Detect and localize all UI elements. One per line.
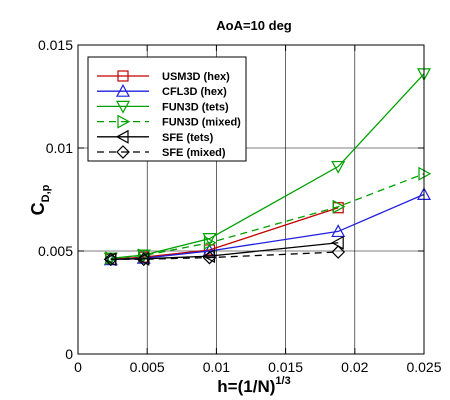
x-tick-label: 0.01	[203, 359, 230, 375]
legend-label: CFL3D (hex)	[162, 86, 227, 98]
x-tick-label: 0.015	[268, 359, 303, 375]
data-point	[203, 235, 217, 250]
series-line	[110, 251, 339, 260]
legend-label: USM3D (hex)	[162, 71, 230, 83]
legend-label: SFE (mixed)	[162, 147, 226, 159]
legend-entry: USM3D (hex)	[97, 70, 230, 83]
legend-entry: FUN3D (mixed)	[97, 114, 241, 129]
legend-swatch-marker	[117, 70, 129, 82]
series-5	[103, 245, 346, 267]
legend-swatch-marker	[115, 100, 131, 114]
legend-entry: CFL3D (hex)	[97, 83, 227, 98]
y-axis-label: CD,p	[28, 184, 52, 215]
data-point	[331, 160, 346, 174]
legend: USM3D (hex) CFL3D (hex) FUN3D (tets) FUN3D …	[87, 56, 247, 162]
data-point	[103, 252, 118, 267]
legend-swatch-marker	[115, 129, 129, 144]
y-axis-label-sub: D,p	[40, 184, 52, 202]
legend-swatch-marker	[115, 83, 131, 97]
data-point	[332, 199, 346, 214]
legend-swatch-marker	[117, 114, 131, 129]
y-tick-label: 0	[65, 346, 73, 362]
data-point	[136, 252, 151, 267]
legend-entry: SFE (tets)	[97, 129, 214, 144]
legend-box	[87, 56, 247, 162]
y-tick-label: 0.005	[38, 243, 73, 259]
y-axis-label-main: C	[28, 202, 48, 215]
y-tick-label: 0.01	[46, 140, 73, 156]
x-axis-label: h=(1/N)1/3	[217, 375, 290, 396]
legend-entry: SFE (mixed)	[97, 145, 226, 159]
y-tick-label: 0.015	[38, 37, 73, 53]
legend-label: FUN3D (mixed)	[162, 117, 241, 129]
chart-title: AoA=10 deg	[216, 18, 292, 33]
data-point	[331, 224, 346, 238]
series-line	[110, 173, 425, 259]
data-point	[202, 250, 217, 265]
x-tick-label: 0.02	[341, 359, 368, 375]
series-line	[110, 207, 339, 260]
x-tick-label: 0	[74, 359, 82, 375]
legend-label: FUN3D (tets)	[162, 101, 229, 113]
legend-entry: FUN3D (tets)	[97, 100, 229, 114]
series-line	[110, 73, 425, 259]
x-tick-label: 0.025	[406, 359, 441, 375]
x-tick-label: 0.005	[130, 359, 165, 375]
data-point	[202, 233, 217, 246]
data-point	[331, 245, 346, 259]
x-axis-label-main: h=(1/N)	[217, 377, 275, 396]
x-axis-label-sup: 1/3	[275, 375, 290, 387]
plot-frame	[77, 44, 425, 355]
legend-swatch-marker	[116, 145, 130, 159]
tick-labels: 0 0.005 0.01 0.015 0.02 0.025 0 0.005 0.01 0.015	[38, 37, 442, 375]
legend-label: SFE (tets)	[162, 132, 214, 144]
